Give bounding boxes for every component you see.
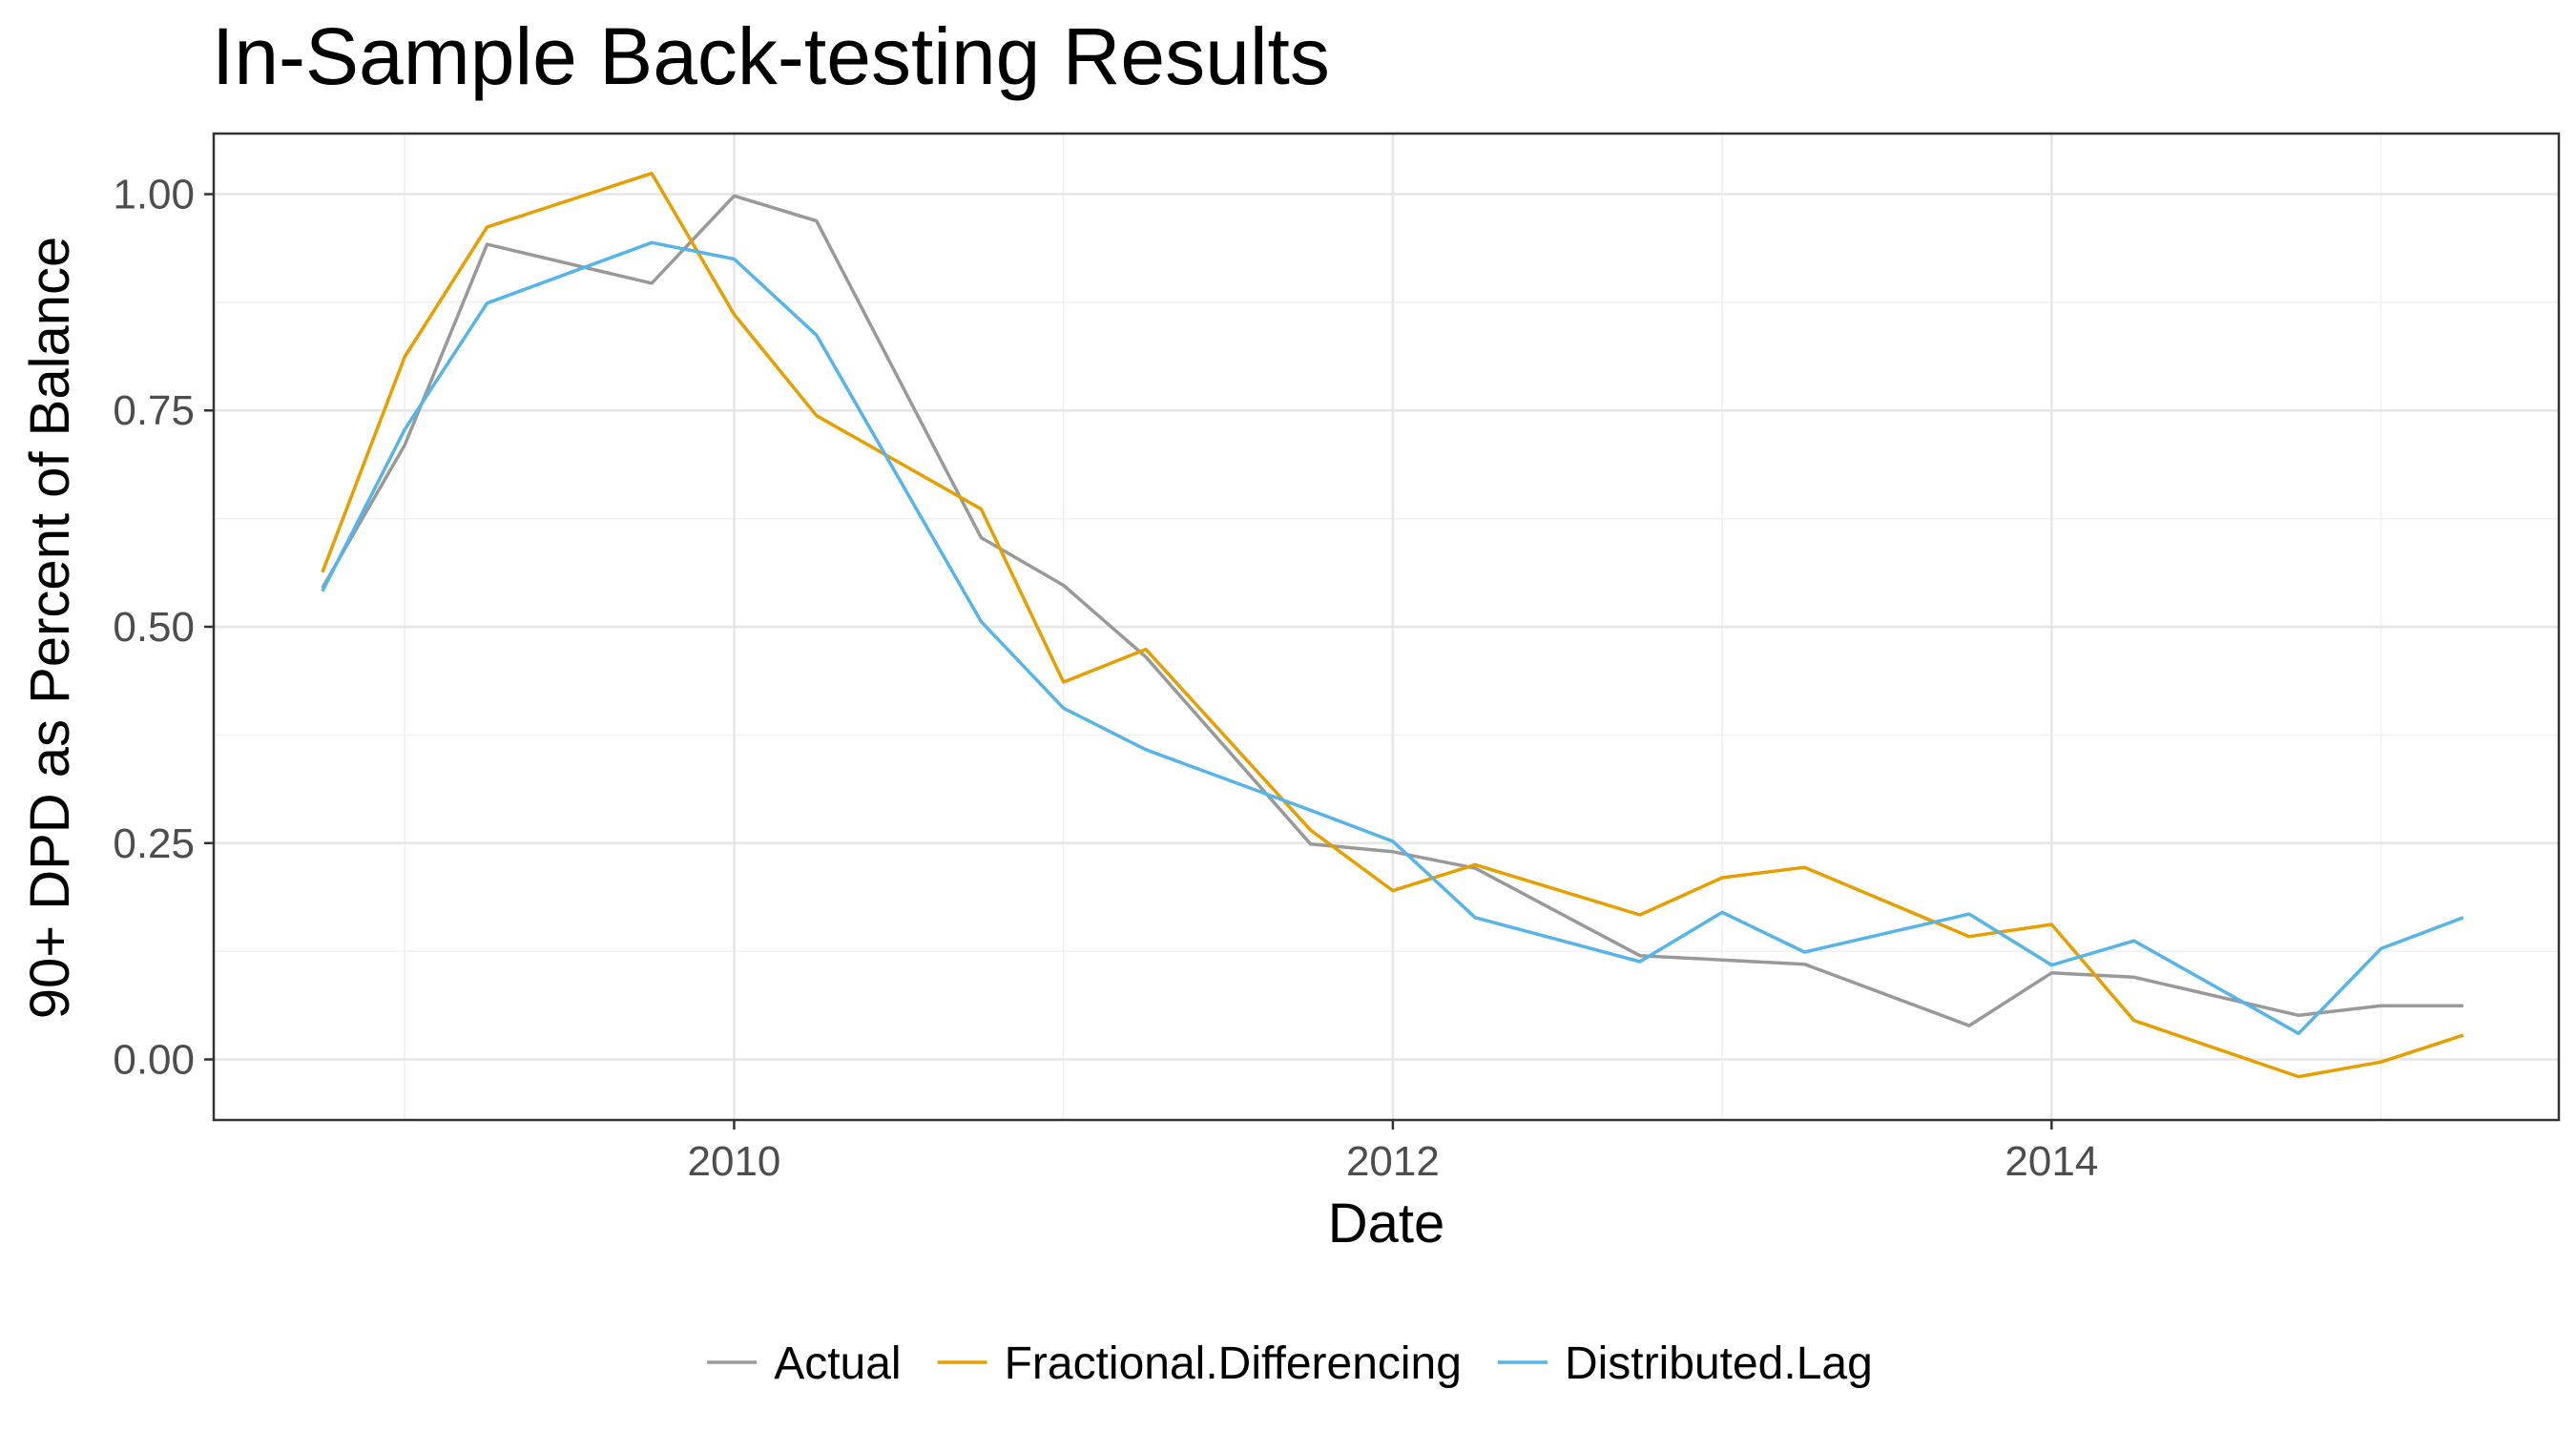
plot-panel	[212, 132, 2561, 1122]
y-tick-label: 0.25	[113, 820, 195, 867]
legend-label-actual: Actual	[774, 1338, 901, 1389]
series-line-fractional-differencing	[321, 171, 2464, 1079]
y-tick-label: 0.00	[113, 1037, 195, 1084]
x-axis-title: Date	[1328, 1192, 1445, 1255]
x-tick-label: 2014	[2005, 1138, 2098, 1185]
x-tick-label: 2010	[688, 1138, 781, 1185]
series-line-distributed-lag	[321, 240, 2464, 1036]
legend-label-distributed-lag: Distributed.Lag	[1565, 1338, 1873, 1389]
y-tick-label: 1.00	[113, 171, 195, 218]
x-axis: 2010 2012 2014	[688, 1120, 2098, 1185]
chart-title: In-Sample Back-testing Results	[212, 11, 1330, 101]
y-axis-title: 90+ DPD as Percent of Balance	[19, 237, 81, 1020]
series-line-actual	[321, 194, 2463, 1027]
legend-label-fractional-differencing: Fractional.Differencing	[1005, 1338, 1462, 1389]
y-tick-label: 0.75	[113, 387, 195, 434]
grid-major	[214, 134, 2559, 1120]
y-axis: 0.00 0.25 0.50 0.75 1.00	[113, 171, 214, 1084]
x-tick-label: 2012	[1346, 1138, 1440, 1185]
legend: Actual Fractional.Differencing Distributed…	[707, 1338, 1873, 1389]
series-lines	[321, 171, 2464, 1079]
y-tick-label: 0.50	[113, 604, 195, 651]
